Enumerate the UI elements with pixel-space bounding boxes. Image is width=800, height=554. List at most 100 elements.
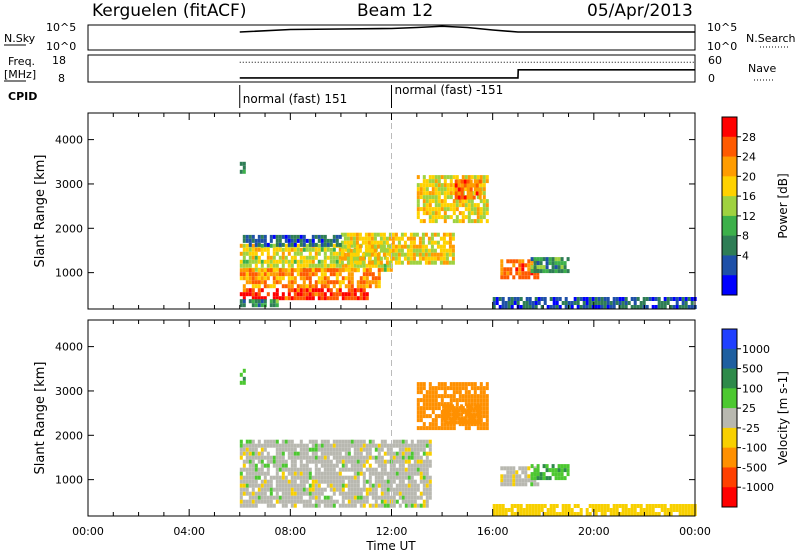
heat-cell [524, 271, 528, 276]
heat-cell [388, 260, 392, 265]
heat-cell [311, 263, 315, 268]
heat-cell [287, 292, 291, 297]
heat-cell [260, 499, 264, 504]
heat-cell [365, 296, 369, 301]
heat-cell [380, 475, 384, 480]
heat-cell [254, 259, 258, 264]
heat-cell [299, 268, 303, 273]
velocity-colorbar-boxes [722, 329, 737, 508]
heat-cell [350, 499, 354, 504]
heat-cell [380, 471, 384, 476]
power-y-tick-label: 1000 [55, 267, 83, 280]
heat-cell [326, 447, 330, 452]
heat-cell [358, 248, 362, 253]
heat-cell [332, 272, 336, 277]
heat-cell [371, 272, 375, 277]
heat-cell [582, 301, 586, 305]
heat-cell [440, 199, 444, 204]
heat-cell [260, 483, 264, 488]
heat-cell [606, 297, 610, 301]
heat-cell [367, 260, 371, 265]
heat-cell [463, 416, 467, 421]
heat-cell [416, 402, 420, 407]
heat-cell [461, 398, 465, 403]
heat-cell [341, 455, 345, 460]
heat-cell [386, 251, 390, 256]
heat-cell [548, 269, 552, 274]
heat-cell [452, 394, 456, 399]
heat-cell [350, 495, 354, 500]
heat-cell [445, 256, 449, 261]
heat-cell [539, 476, 543, 481]
heat-cell [353, 268, 357, 273]
heat-cell [266, 463, 270, 468]
heat-cell [311, 242, 315, 247]
heat-cell [439, 244, 443, 249]
heat-cell [242, 284, 246, 289]
heat-cell [287, 439, 291, 444]
heat-cell [663, 297, 667, 301]
heat-cell [627, 508, 631, 512]
heat-cell [422, 475, 426, 480]
heat-cell [570, 301, 574, 305]
heat-cell [266, 499, 270, 504]
heat-cell [501, 512, 505, 516]
heat-cell [299, 499, 303, 504]
heat-cell [479, 390, 483, 395]
heat-cell [500, 482, 504, 487]
heat-cell [323, 276, 327, 281]
heat-cell [251, 247, 255, 252]
heat-cell [525, 297, 529, 301]
heat-cell [296, 471, 300, 476]
heat-cell [254, 455, 258, 460]
heat-cell [377, 479, 381, 484]
heat-cell [239, 303, 243, 308]
heat-cell [364, 252, 368, 257]
heat-cell [287, 242, 291, 247]
heat-cell [485, 426, 489, 431]
heat-cell [332, 292, 336, 297]
heat-cell [296, 296, 300, 301]
heat-cell [373, 232, 377, 237]
heat-cell [470, 203, 474, 208]
heat-cell [344, 463, 348, 468]
heat-cell [323, 487, 327, 492]
heat-cell [332, 483, 336, 488]
heat-cell [248, 475, 252, 480]
heat-cell [376, 252, 380, 257]
heat-cell [308, 503, 312, 508]
heat-cell [380, 463, 384, 468]
heat-cell [338, 471, 342, 476]
heat-cell [287, 479, 291, 484]
heat-cell [531, 301, 535, 305]
heat-cell [245, 447, 249, 452]
heat-cell [251, 303, 255, 308]
heat-cell [358, 236, 362, 241]
heat-cell [260, 495, 264, 500]
heat-cell [690, 305, 694, 309]
heat-cell [401, 451, 405, 456]
heat-cell [347, 439, 351, 444]
heat-cell [332, 471, 336, 476]
heat-cell [320, 263, 324, 268]
heat-cell [409, 236, 413, 241]
heat-cell [362, 463, 366, 468]
heat-cell [260, 247, 264, 252]
heat-cell [454, 187, 458, 192]
heat-cell [340, 256, 344, 261]
heat-cell [260, 296, 264, 301]
heat-cell [251, 259, 255, 264]
heat-cell [278, 451, 282, 456]
heat-cell [278, 255, 282, 260]
heat-cell [398, 495, 402, 500]
heat-cell [383, 255, 387, 260]
heat-cell [440, 207, 444, 212]
heat-cell [660, 508, 664, 512]
heat-cell [407, 499, 411, 504]
heat-cell [419, 495, 423, 500]
heat-cell [290, 255, 294, 260]
heat-cell [260, 471, 264, 476]
heat-cell [473, 207, 477, 212]
heat-cell [362, 263, 366, 268]
